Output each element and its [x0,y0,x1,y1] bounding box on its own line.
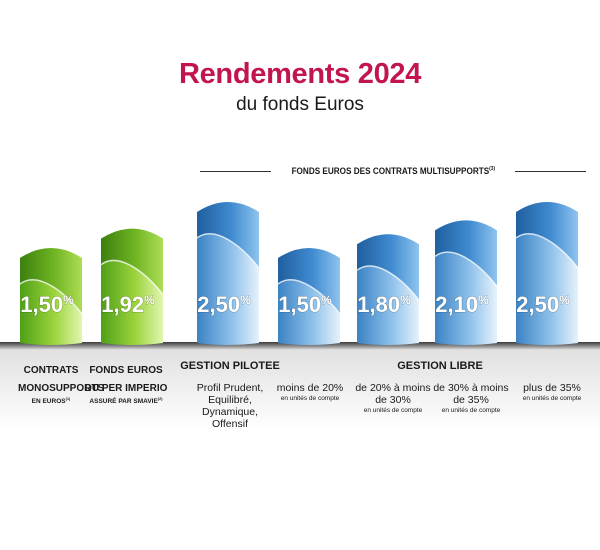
bar-top-curl [435,220,497,287]
section-heading-text: FONDS EUROS DES CONTRATS MULTISUPPORTS(3… [288,165,498,177]
section-heading-label: FONDS EUROS DES CONTRATS MULTISUPPORTS [291,165,489,177]
bar-5 [356,234,420,345]
caption-plus-35: plus de 35% en unités de compte [510,382,594,403]
caption-sup: (1) [65,395,71,401]
caption-small: EN EUROS(1) [18,395,84,405]
bar-value-label: 1,50% [20,292,74,317]
caption-text: moins de 20% [276,382,344,394]
caption-text: Profil Prudent, Equilibré, Dynamique, Of… [196,382,264,431]
bar-top-curl [278,248,340,314]
caption-tiny: en unités de compte [363,407,423,415]
chart-title: Rendements 2024 [178,58,422,90]
section-heading-sup: (3) [488,165,495,172]
bar-2 [100,228,164,345]
caption-pilotee-profiles: Profil Prudent, Equilibré, Dynamique, Of… [190,382,270,430]
bar-top-curl [20,248,82,314]
caption-bold: FONDS EUROS DU PER IMPERIO [84,365,168,395]
bar-top-curl [516,202,578,268]
bar-highlight [434,251,498,287]
group-label-libre: GESTION LIBRE [397,360,483,372]
bar-body [435,252,497,345]
caption-small-text: ASSURÉ PAR SMAVIE [89,397,158,405]
bar-highlight [515,233,579,269]
caption-text: de 30% à moins de 35% [433,382,509,407]
bar-body [516,233,578,345]
stage-shadow [0,350,600,430]
bar-highlight [100,259,164,296]
group-label-pilotee: GESTION PILOTEE [180,360,280,372]
bar-top-curl [357,234,419,301]
caption-sup: (2) [157,395,163,401]
stage-band [0,342,600,350]
heading-rule-left [200,170,271,172]
heading-rule-right [515,170,587,172]
bar-value-label: 2,10% [435,292,489,317]
bar-body [20,279,82,345]
chart-subtitle: du fonds Euros [236,94,364,115]
bar-highlight [356,265,420,301]
bar-body [278,279,340,345]
bar-highlight [19,279,83,315]
bar-1 [19,248,83,345]
bar-body [197,233,259,345]
bar-4 [277,248,341,345]
bar-value-label: 1,50% [278,292,332,317]
caption-tiny: en unités de compte [441,407,501,415]
caption-20-30: de 20% à moins de 30% en unités de compt… [354,382,432,415]
bar-6 [434,220,498,345]
caption-30-35: de 30% à moins de 35% en unités de compt… [432,382,510,415]
bar-highlight [196,233,260,269]
bar-3 [196,202,260,345]
bar-top-curl [197,202,259,268]
caption-monosupport: CONTRATS MONOSUPPORTS EN EUROS(1) [18,360,104,405]
section-heading: FONDS EUROS DES CONTRATS MULTISUPPORTS(3… [200,163,587,179]
caption-tiny: en unités de compte [522,395,582,403]
caption-small: ASSURÉ PAR SMAVIE(2) [84,395,168,405]
caption-small-text: EN EUROS [31,397,66,405]
caption-moins-20: moins de 20% en unités de compte [270,382,350,403]
caption-per-imperio: FONDS EUROS DU PER IMPERIO ASSURÉ PAR SM… [84,360,168,405]
bar-7 [515,202,579,345]
caption-text: de 20% à moins de 30% [355,382,431,407]
bar-top-curl [101,228,163,295]
caption-text: plus de 35% [523,382,581,394]
bar-body [101,260,163,345]
bar-body [357,266,419,345]
caption-bold: CONTRATS MONOSUPPORTS [18,365,105,395]
bar-highlight [277,279,341,315]
caption-tiny: en unités de compte [280,395,340,403]
